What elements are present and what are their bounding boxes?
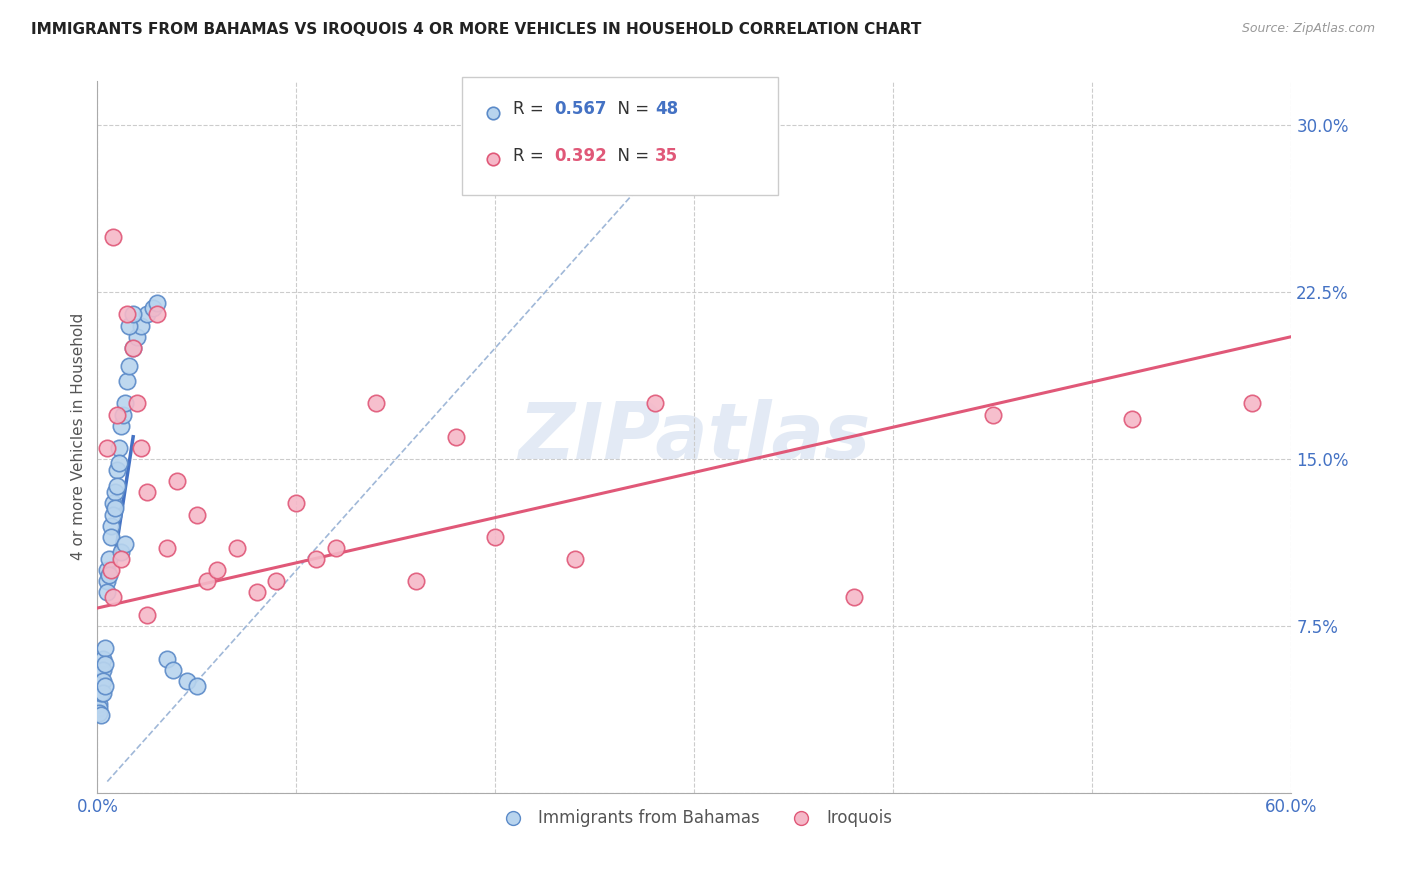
Point <box>564 552 586 566</box>
Point <box>136 485 159 500</box>
Point <box>122 341 145 355</box>
Point <box>94 641 117 656</box>
Point <box>103 590 125 604</box>
Text: IMMIGRANTS FROM BAHAMAS VS IROQUOIS 4 OR MORE VEHICLES IN HOUSEHOLD CORRELATION : IMMIGRANTS FROM BAHAMAS VS IROQUOIS 4 OR… <box>31 22 921 37</box>
Text: 0.392: 0.392 <box>554 146 607 165</box>
Point <box>127 396 149 410</box>
Point <box>723 167 745 181</box>
Point <box>186 508 208 522</box>
Point <box>96 574 118 589</box>
Point <box>129 318 152 333</box>
Point <box>96 585 118 599</box>
Point <box>156 541 179 555</box>
Point <box>484 530 506 544</box>
Point <box>105 463 128 477</box>
Text: 0.567: 0.567 <box>554 100 607 119</box>
Point <box>146 296 169 310</box>
Text: ZIPatlas: ZIPatlas <box>519 399 870 475</box>
Point <box>110 418 132 433</box>
Point <box>444 430 467 444</box>
Point <box>100 563 122 577</box>
Point <box>91 652 114 666</box>
Point <box>981 408 1004 422</box>
Point <box>156 652 179 666</box>
Point <box>166 475 188 489</box>
Point <box>129 441 152 455</box>
Point <box>115 374 138 388</box>
Point <box>114 396 136 410</box>
Point <box>112 408 135 422</box>
Point <box>122 341 145 355</box>
Point <box>186 679 208 693</box>
Point <box>225 541 247 555</box>
Point <box>89 706 111 720</box>
Point <box>100 530 122 544</box>
Point <box>90 674 112 689</box>
Point <box>89 697 111 711</box>
Text: N =: N = <box>607 100 655 119</box>
Point <box>89 701 111 715</box>
Text: 48: 48 <box>655 100 678 119</box>
Point <box>91 663 114 677</box>
Point <box>91 685 114 699</box>
Point <box>98 567 121 582</box>
Point <box>105 479 128 493</box>
Point <box>115 307 138 321</box>
Point <box>136 607 159 622</box>
Point <box>118 318 141 333</box>
Point <box>114 536 136 550</box>
Point <box>305 552 328 566</box>
Point <box>104 485 127 500</box>
Point <box>103 229 125 244</box>
Point <box>405 574 427 589</box>
Point <box>90 663 112 677</box>
Point <box>94 657 117 671</box>
Point <box>90 685 112 699</box>
Point <box>127 329 149 343</box>
Point <box>162 663 184 677</box>
Point <box>842 590 865 604</box>
Point <box>110 552 132 566</box>
Point <box>266 574 288 589</box>
Point <box>195 574 218 589</box>
Point <box>122 307 145 321</box>
Point <box>103 496 125 510</box>
Point <box>285 496 308 510</box>
Point <box>245 585 267 599</box>
Point <box>1240 396 1263 410</box>
FancyBboxPatch shape <box>461 78 778 194</box>
Point <box>94 679 117 693</box>
Point <box>136 307 159 321</box>
Text: R =: R = <box>513 146 548 165</box>
Point <box>110 545 132 559</box>
Point <box>103 508 125 522</box>
Point <box>104 500 127 515</box>
Point <box>644 396 666 410</box>
Point <box>108 457 131 471</box>
Point <box>205 563 228 577</box>
Point <box>325 541 347 555</box>
Point <box>176 674 198 689</box>
Y-axis label: 4 or more Vehicles in Household: 4 or more Vehicles in Household <box>72 313 86 560</box>
Point <box>90 707 112 722</box>
Point <box>91 674 114 689</box>
Point <box>118 359 141 373</box>
Point <box>96 441 118 455</box>
Point <box>108 441 131 455</box>
Point <box>1121 412 1143 426</box>
Text: N =: N = <box>607 146 655 165</box>
Point <box>364 396 387 410</box>
Point <box>98 552 121 566</box>
Point <box>96 563 118 577</box>
Point <box>142 301 165 315</box>
Point <box>146 307 169 321</box>
Text: Source: ZipAtlas.com: Source: ZipAtlas.com <box>1241 22 1375 36</box>
Legend: Immigrants from Bahamas, Iroquois: Immigrants from Bahamas, Iroquois <box>489 803 898 834</box>
Text: 35: 35 <box>655 146 678 165</box>
Point <box>105 408 128 422</box>
Text: R =: R = <box>513 100 548 119</box>
Point <box>100 518 122 533</box>
